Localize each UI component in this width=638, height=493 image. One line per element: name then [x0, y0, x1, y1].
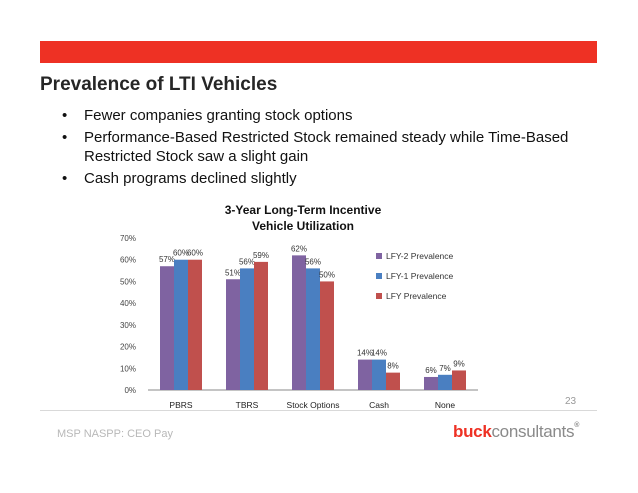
bar-value-label: 14%: [357, 349, 373, 358]
bar: [438, 374, 452, 390]
bar: [424, 376, 438, 390]
legend-label: LFY Prevalence: [386, 291, 447, 301]
legend-swatch: [376, 273, 382, 279]
bar-value-label: 60%: [173, 249, 189, 258]
logo-buck: buck: [453, 422, 492, 441]
bar: [160, 266, 174, 390]
bar: [386, 372, 400, 390]
legend-label: LFY-1 Prevalence: [386, 271, 454, 281]
bar: [292, 255, 306, 390]
bar: [320, 281, 334, 390]
company-logo: buckconsultants®: [453, 422, 579, 442]
x-tick-label: PBRS: [169, 400, 192, 410]
header-bar: [40, 41, 597, 63]
bar-value-label: 59%: [253, 251, 269, 260]
bullet-dot-icon: •: [62, 129, 68, 146]
bullet-list: • Fewer companies granting stock options …: [62, 106, 582, 191]
bar: [452, 370, 466, 390]
y-tick-label: 50%: [120, 277, 136, 286]
page-number: 23: [565, 396, 577, 407]
bar-value-label: 14%: [371, 349, 387, 358]
chart-title-line: 3-Year Long-Term Incentive: [225, 203, 382, 217]
bar-value-label: 6%: [425, 366, 437, 375]
y-tick-label: 40%: [120, 299, 136, 308]
x-tick-label: None: [435, 400, 456, 410]
bar: [254, 261, 268, 390]
bullet-text: Performance-Based Restricted Stock remai…: [84, 129, 569, 165]
bar: [306, 268, 320, 390]
bar: [372, 359, 386, 390]
y-tick-label: 10%: [120, 364, 136, 373]
bullet-text: Cash programs declined slightly: [84, 170, 297, 187]
logo-mark: ®: [574, 422, 580, 429]
bar-value-label: 62%: [291, 244, 307, 253]
x-tick-label: Stock Options: [287, 400, 340, 410]
footer-text: MSP NASPP: CEO Pay: [57, 428, 173, 440]
bullet-text: Fewer companies granting stock options: [84, 107, 353, 124]
bar-value-label: 50%: [319, 270, 335, 279]
y-tick-label: 0%: [124, 386, 136, 395]
bar-value-label: 56%: [239, 257, 255, 266]
y-tick-label: 60%: [120, 256, 136, 265]
slide-title: Prevalence of LTI Vehicles: [40, 74, 278, 95]
x-tick-label: Cash: [369, 400, 389, 410]
bar-value-label: 51%: [225, 268, 241, 277]
bar: [174, 259, 188, 390]
legend-label: LFY-2 Prevalence: [386, 251, 454, 261]
bar-value-label: 57%: [159, 255, 175, 264]
bullet-dot-icon: •: [62, 107, 68, 124]
bar-value-label: 8%: [387, 362, 399, 371]
logo-consultants: consultants: [491, 422, 575, 441]
bar-value-label: 56%: [305, 257, 321, 266]
legend-swatch: [376, 293, 382, 299]
bar: [226, 279, 240, 390]
bar-value-label: 60%: [187, 249, 203, 258]
y-tick-label: 30%: [120, 321, 136, 330]
bar-value-label: 9%: [453, 359, 465, 368]
x-tick-label: TBRS: [236, 400, 259, 410]
y-tick-label: 20%: [120, 343, 136, 352]
legend-swatch: [376, 253, 382, 259]
footer-divider: [40, 410, 597, 411]
bullet-item: • Cash programs declined slightly: [62, 169, 582, 188]
bullet-item: • Fewer companies granting stock options: [62, 106, 582, 125]
bar: [358, 359, 372, 390]
y-tick-label: 70%: [120, 234, 136, 243]
bar: [240, 268, 254, 390]
bullet-dot-icon: •: [62, 170, 68, 187]
bar-value-label: 7%: [439, 364, 451, 373]
bar: [188, 259, 202, 390]
bullet-item: • Performance-Based Restricted Stock rema…: [62, 128, 582, 166]
chart-title-line: Vehicle Utilization: [252, 219, 354, 233]
